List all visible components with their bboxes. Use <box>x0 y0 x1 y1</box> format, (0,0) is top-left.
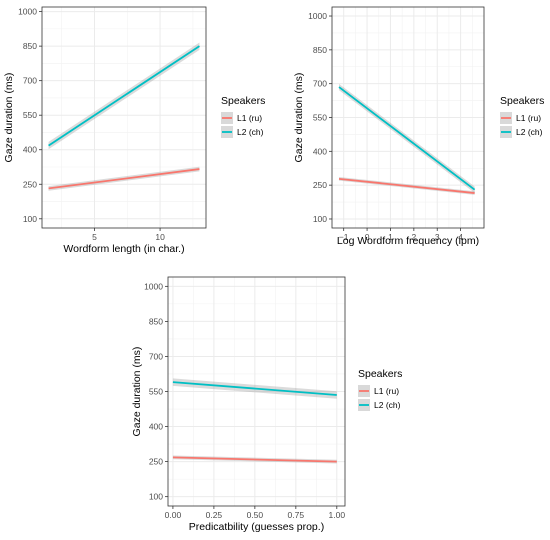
x-axis-title: Wordform length (in char.) <box>63 243 184 255</box>
y-tick-label: 1000 <box>144 281 163 291</box>
legend-label: L1 (ru) <box>516 113 541 123</box>
x-axis-title: Log Wordform frequency (ipm) <box>337 235 479 247</box>
legend: Speakers L1 (ru) L2 (ch) <box>500 95 544 138</box>
x-tick-label: 4 <box>458 232 463 242</box>
y-tick-label: 700 <box>313 79 327 89</box>
x-tick-label: 0.75 <box>288 510 305 520</box>
y-tick-label: 850 <box>149 316 163 326</box>
y-tick-label: 850 <box>23 41 37 51</box>
x-tick-label: −1 <box>339 232 349 242</box>
y-tick-label: 400 <box>23 145 37 155</box>
x-tick-label: 2 <box>411 232 416 242</box>
legend-label: L2 (ch) <box>237 127 264 137</box>
y-tick-label: 550 <box>313 113 327 123</box>
y-tick-label: 400 <box>313 146 327 156</box>
y-tick-label: 250 <box>149 457 163 467</box>
x-tick-label: 5 <box>92 232 97 242</box>
x-tick-label: 0 <box>365 232 370 242</box>
y-tick-label: 100 <box>23 214 37 224</box>
y-tick-label: 1000 <box>308 11 327 21</box>
y-tick-label: 550 <box>23 110 37 120</box>
legend: Speakers L1 (ru) L2 (ch) <box>358 368 402 411</box>
y-tick-label: 850 <box>313 45 327 55</box>
plot-border <box>41 6 207 229</box>
x-tick-label: 10 <box>155 232 165 242</box>
series-line-l1 <box>172 456 337 463</box>
y-tick-label: 700 <box>149 351 163 361</box>
legend-title: Speakers <box>221 95 265 107</box>
x-tick-label: 0.00 <box>165 510 182 520</box>
y-tick-label: 100 <box>149 492 163 502</box>
legend-label: L2 (ch) <box>374 400 401 410</box>
panel-predictability: 100 250 400 550 700 850 1000 0.00 0.25 0.50 0.75 1.… <box>131 276 402 533</box>
y-axis-title: Gaze duration (ms) <box>3 73 15 163</box>
legend-label: L2 (ch) <box>516 127 543 137</box>
y-tick-label: 400 <box>149 422 163 432</box>
y-tick-label: 250 <box>23 179 37 189</box>
legend-label: L1 (ru) <box>237 113 262 123</box>
x-tick-label: 3 <box>435 232 440 242</box>
series-line-l2 <box>172 381 337 396</box>
legend-title: Speakers <box>500 95 544 107</box>
y-axis-title: Gaze duration (ms) <box>131 347 143 437</box>
x-tick-label: 0.50 <box>247 510 264 520</box>
legend-label: L1 (ru) <box>374 386 399 396</box>
y-tick-label: 100 <box>313 214 327 224</box>
y-tick-label: 1000 <box>18 7 37 17</box>
legend: Speakers L1 (ru) L2 (ch) <box>221 95 265 138</box>
series-line-l2 <box>48 45 200 147</box>
legend-title: Speakers <box>358 368 402 380</box>
x-tick-label: 1 <box>388 232 393 242</box>
x-axis-title: Predicatbility (guesses prop.) <box>189 521 324 533</box>
series-line-l1 <box>48 168 200 190</box>
y-axis-title: Gaze duration (ms) <box>293 73 305 163</box>
series-line-l1 <box>338 177 475 194</box>
x-tick-label: 0.25 <box>206 510 223 520</box>
series-line-l2 <box>338 86 476 191</box>
y-tick-label: 700 <box>23 76 37 86</box>
x-tick-label: 1.00 <box>329 510 346 520</box>
y-tick-label: 250 <box>313 180 327 190</box>
y-tick-label: 550 <box>149 387 163 397</box>
plot-background <box>42 7 206 228</box>
